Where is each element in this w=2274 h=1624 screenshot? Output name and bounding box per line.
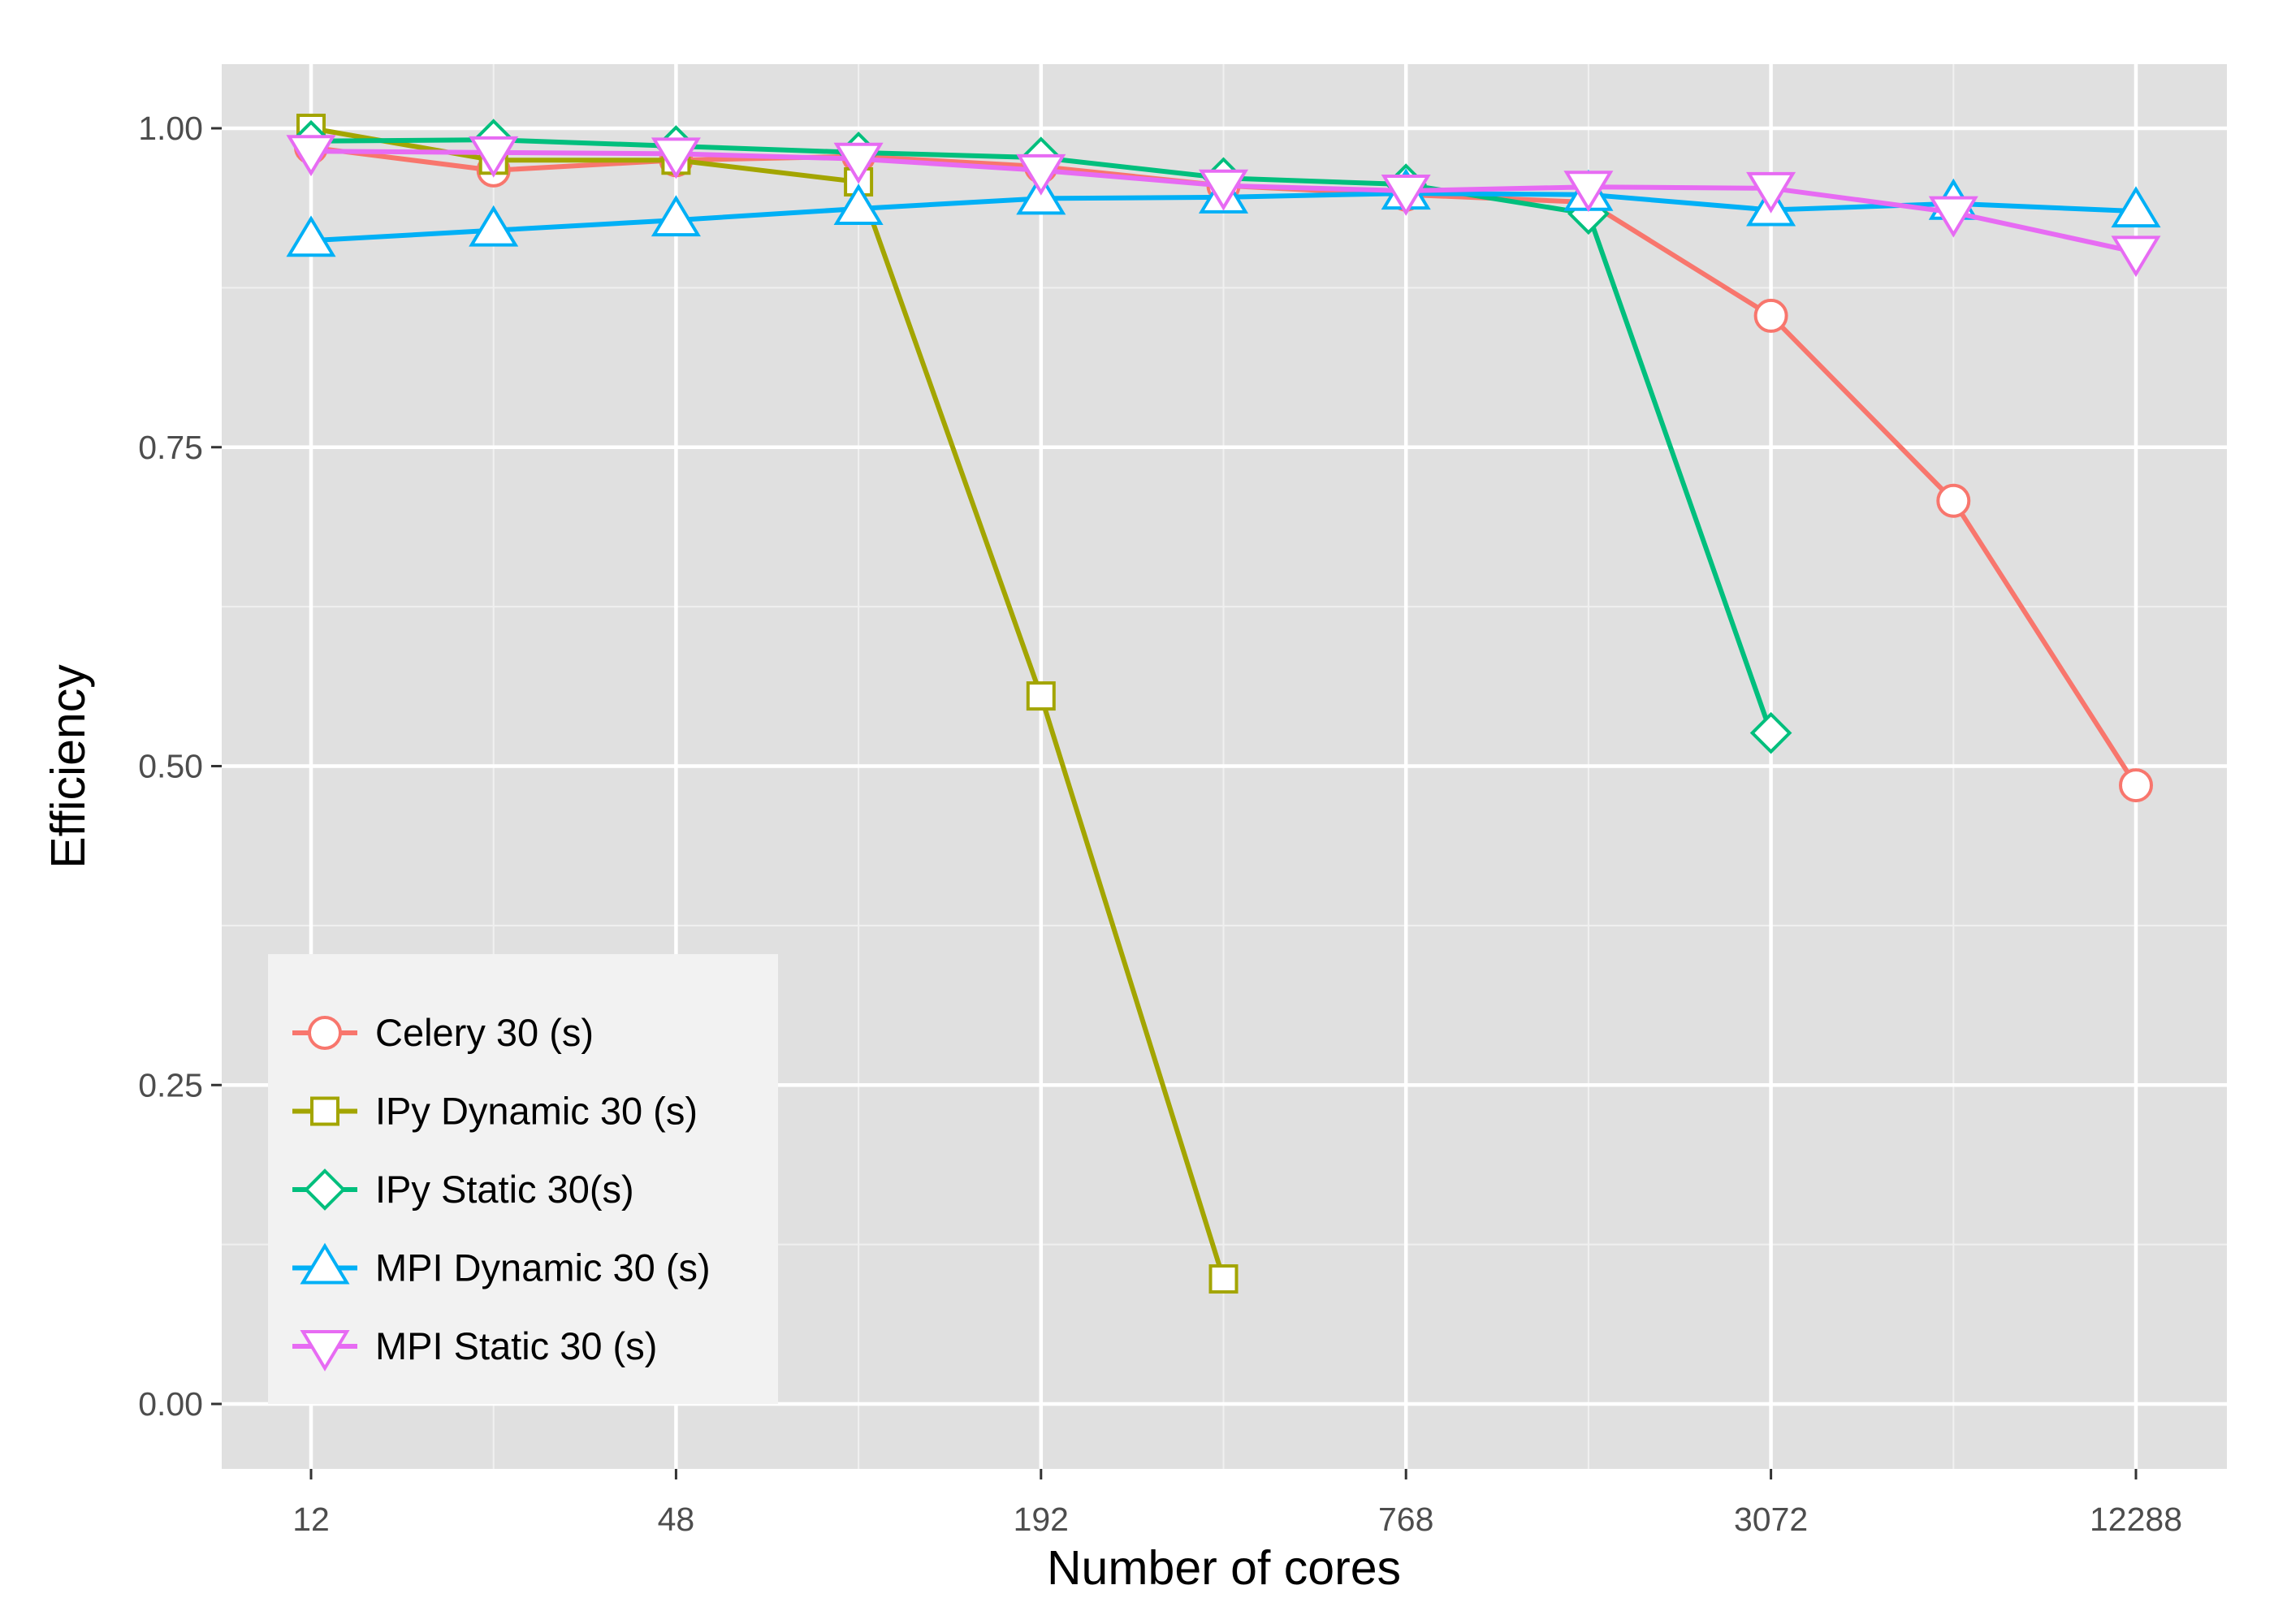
data-point (2119, 768, 2153, 803)
y-tick-label: 0.00 (138, 1385, 203, 1423)
legend-item: MPI Dynamic 30 (s) (292, 1242, 711, 1289)
series-line (310, 126, 1226, 1280)
data-point (833, 184, 884, 225)
x-tick-labels: 12 48 192 768 3072 12288 (292, 1501, 2182, 1538)
y-tick-label: 0.75 (138, 429, 203, 466)
data-point (2111, 235, 2161, 278)
data-point (1198, 169, 1249, 211)
x-tick-label: 12 (292, 1501, 330, 1538)
data-point (651, 137, 701, 179)
data-point (469, 136, 519, 178)
y-tick-label: 1.00 (138, 110, 203, 147)
legend-item: Celery 30 (s) (292, 1011, 594, 1054)
y-axis-title: Efficiency (41, 664, 95, 869)
series-layer (286, 114, 2161, 1294)
legend-marker (300, 1330, 350, 1371)
data-point (469, 205, 519, 247)
legend-label: IPy Dynamic 30 (s) (375, 1090, 698, 1133)
data-point (1746, 171, 1796, 214)
x-tick-label: 768 (1378, 1501, 1433, 1538)
y-tick-labels: 0.00 0.25 0.50 0.75 1.00 (138, 110, 203, 1423)
y-tick-label: 0.25 (138, 1066, 203, 1104)
x-tick-label: 3072 (1734, 1501, 1808, 1538)
legend-item: IPy Static 30(s) (292, 1168, 634, 1211)
legend-marker (310, 1096, 339, 1126)
x-axis-title: Number of cores (1047, 1541, 1401, 1595)
y-tick-label: 0.50 (138, 748, 203, 785)
data-point (2111, 186, 2161, 228)
legend-marker (300, 1242, 350, 1285)
data-point (286, 215, 336, 257)
legend: Celery 30 (s) IPy Dynamic 30 (s) IPy Stati… (268, 954, 778, 1404)
x-tick-label: 48 (658, 1501, 695, 1538)
legend-label: IPy Static 30(s) (375, 1168, 634, 1211)
legend-label: MPI Dynamic 30 (s) (375, 1246, 711, 1289)
data-point (1208, 1264, 1239, 1294)
legend-marker (308, 1016, 342, 1050)
data-point (1753, 298, 1788, 333)
data-point (1749, 711, 1792, 754)
legend-marker (304, 1168, 346, 1211)
legend-item: MPI Static 30 (s) (292, 1324, 657, 1371)
legend-background (268, 954, 778, 1404)
major-gridlines (222, 64, 2227, 1469)
data-point (1936, 483, 1971, 518)
data-point (1381, 174, 1431, 216)
data-point (1563, 171, 1614, 213)
legend-label: Celery 30 (s) (375, 1011, 594, 1054)
data-point (286, 135, 336, 177)
legend-label: MPI Static 30 (s) (375, 1324, 657, 1367)
data-point (1016, 153, 1066, 196)
x-tick-label: 12288 (2090, 1501, 2182, 1538)
data-point (833, 142, 884, 184)
axis-ticks (211, 127, 2138, 1479)
data-point (651, 195, 701, 237)
data-point (1026, 681, 1056, 711)
data-point (1928, 196, 1978, 238)
legend-item: IPy Dynamic 30 (s) (292, 1090, 698, 1133)
series-5 (286, 135, 2161, 278)
x-tick-label: 192 (1014, 1501, 1069, 1538)
